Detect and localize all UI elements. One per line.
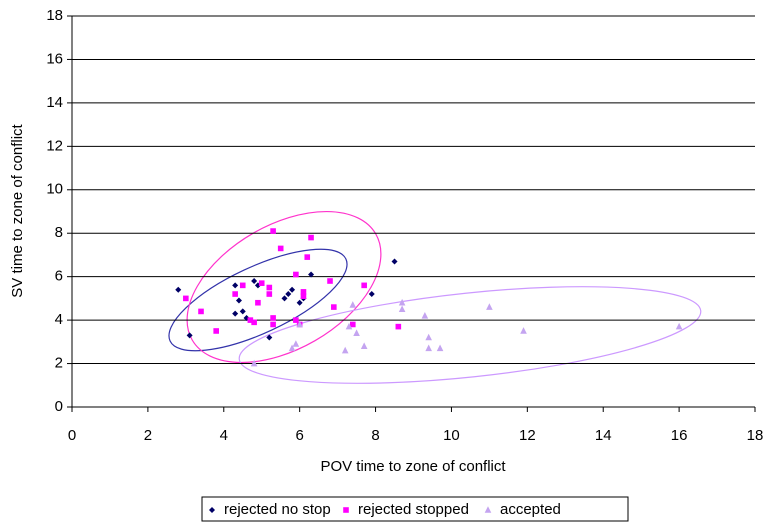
y-axis-label: SV time to zone of conflict <box>9 123 26 297</box>
point <box>266 334 273 341</box>
point <box>292 340 300 347</box>
point <box>349 301 357 308</box>
legend-label: rejected no stop <box>224 501 331 518</box>
point <box>341 346 349 354</box>
x-tick-label: 14 <box>595 427 612 444</box>
point <box>232 282 239 289</box>
y-tick-label: 6 <box>55 268 63 285</box>
y-tick-label: 2 <box>55 355 63 372</box>
point <box>288 344 296 352</box>
y-tick-label: 16 <box>46 50 63 67</box>
point <box>251 319 257 326</box>
point <box>353 329 360 336</box>
point <box>183 295 189 302</box>
x-tick-label: 4 <box>220 427 228 444</box>
point <box>304 254 311 260</box>
point <box>251 278 258 285</box>
y-tick-label: 12 <box>46 137 63 154</box>
point <box>425 344 432 352</box>
point <box>436 344 444 352</box>
point <box>270 315 276 321</box>
point <box>360 342 368 349</box>
point <box>289 286 296 293</box>
point <box>296 299 303 306</box>
point <box>239 308 246 315</box>
cluster-ellipse <box>168 248 348 352</box>
point <box>300 289 307 295</box>
legend-marker <box>343 507 349 513</box>
x-tick-label: 6 <box>295 427 303 444</box>
y-tick-label: 14 <box>46 94 63 111</box>
cluster-ellipse <box>238 286 702 384</box>
legend-marker <box>209 507 215 513</box>
point <box>300 293 307 300</box>
point <box>277 245 284 252</box>
point <box>198 308 204 315</box>
point <box>266 291 273 297</box>
cluster-ellipse <box>186 210 382 364</box>
point <box>675 322 683 330</box>
point <box>331 304 337 310</box>
point <box>250 359 258 367</box>
point <box>232 310 239 317</box>
x-tick-label: 12 <box>519 427 536 444</box>
legend-marker <box>484 506 492 513</box>
point <box>270 321 276 328</box>
y-tick-label: 18 <box>46 7 63 24</box>
legend-box <box>201 496 629 522</box>
point <box>327 278 333 284</box>
y-tick-label: 0 <box>55 398 63 415</box>
point <box>255 299 261 306</box>
point <box>391 258 398 265</box>
point <box>308 234 314 241</box>
point <box>395 323 402 330</box>
point <box>368 291 375 298</box>
x-tick-label: 18 <box>747 427 764 444</box>
point <box>398 305 406 313</box>
x-tick-label: 10 <box>443 427 460 444</box>
x-tick-label: 0 <box>68 427 76 444</box>
x-axis-label: POV time to zone of conflict <box>320 458 506 475</box>
point <box>266 284 273 291</box>
point <box>296 320 303 328</box>
point <box>398 298 406 306</box>
point <box>293 317 299 323</box>
point <box>235 297 242 304</box>
point <box>175 286 182 293</box>
point <box>281 295 288 302</box>
point <box>258 280 265 286</box>
y-tick-label: 8 <box>55 224 63 241</box>
point <box>425 333 432 341</box>
y-tick-label: 10 <box>46 181 63 198</box>
legend-label: accepted <box>500 501 561 518</box>
x-tick-label: 8 <box>371 427 379 444</box>
x-tick-label: 16 <box>671 427 688 444</box>
x-tick-label: 2 <box>144 427 152 444</box>
point <box>239 282 246 289</box>
point <box>270 228 276 234</box>
point <box>293 271 299 278</box>
y-tick-label: 4 <box>55 311 63 328</box>
point <box>349 321 356 328</box>
point <box>520 327 527 334</box>
point <box>186 332 193 339</box>
legend-label: rejected stopped <box>358 501 469 518</box>
point <box>308 271 315 278</box>
point <box>421 311 429 319</box>
point <box>232 291 238 297</box>
point <box>285 291 292 298</box>
point <box>345 322 353 330</box>
point <box>486 303 493 310</box>
point <box>213 328 219 334</box>
point <box>361 282 367 289</box>
